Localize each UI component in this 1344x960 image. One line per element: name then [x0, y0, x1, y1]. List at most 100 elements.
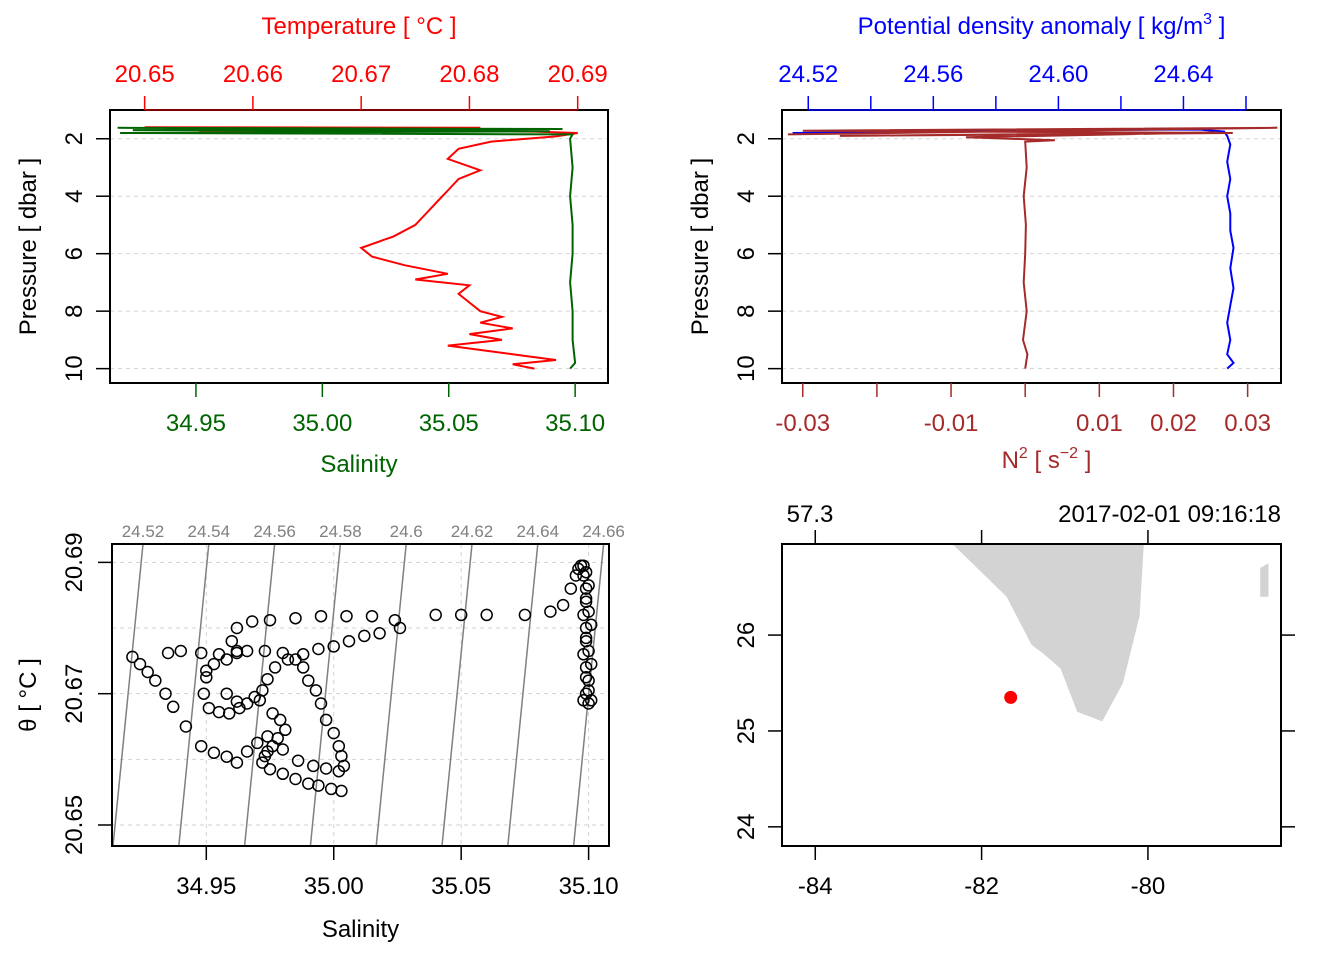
ts-point [159, 687, 172, 700]
ts-point [582, 684, 595, 697]
station-depth-label: 57.3 [787, 501, 834, 528]
ts-point [233, 701, 246, 715]
ts-point [544, 605, 557, 618]
n2-tick-label: -0.01 [924, 410, 979, 437]
ts-point [314, 609, 328, 623]
ts-point [149, 674, 162, 687]
latitude-tick-label: 25 [733, 718, 760, 745]
ts-point [279, 723, 292, 737]
n2-axis-title: N2 [ s−2 ] [1002, 445, 1092, 474]
temperature-axis-title: Temperature [ °C ] [262, 13, 457, 40]
land-polygon [1260, 563, 1269, 597]
ts-point [230, 621, 244, 635]
ts-point [319, 713, 333, 727]
ts-point [133, 657, 147, 671]
temp-tick-label: 20.67 [331, 61, 391, 88]
ts-point [222, 707, 236, 720]
ts-point [141, 665, 154, 679]
isopycnal-label: 24.56 [253, 522, 296, 541]
ts-point [309, 684, 323, 697]
pressure-tick-label: 2 [61, 132, 88, 145]
pressure-tick-label: 4 [61, 190, 88, 203]
ts-point [296, 648, 310, 661]
ts-point [296, 661, 310, 674]
density-tick-label: 24.52 [778, 61, 838, 88]
ts-point [200, 671, 213, 684]
isopycnal-line [309, 544, 342, 846]
ts-point [230, 695, 244, 708]
ts-point [373, 627, 386, 640]
isopycnal-label: 24.64 [517, 522, 560, 541]
latitude-tick-label: 26 [733, 622, 760, 649]
ts-point [579, 582, 593, 595]
isopycnal-label: 24.66 [582, 522, 625, 541]
ts-point [358, 629, 371, 643]
pressure-axis-title: Pressure [ dbar ] [15, 158, 42, 335]
ts-point [161, 646, 175, 660]
plot-frame [781, 543, 1282, 847]
ts-point [332, 739, 346, 753]
pressure-axis-title: Pressure [ dbar ] [687, 158, 714, 335]
ts-point [207, 657, 221, 671]
isopycnal-label: 24.58 [319, 522, 362, 541]
ts-point [324, 782, 338, 796]
ts-point [263, 762, 277, 776]
ts-point [194, 739, 208, 753]
pressure-tick-label: 2 [733, 132, 760, 145]
ts-point [307, 759, 320, 773]
ts-point [174, 644, 188, 658]
isopycnal-line [112, 544, 144, 846]
salinity-tick-label: 35.10 [559, 873, 619, 900]
isopycnal-label: 24.6 [390, 522, 423, 541]
ts-point [245, 615, 259, 628]
isopycnal-line [507, 544, 539, 846]
ts-point [319, 762, 333, 775]
ts-point [582, 579, 595, 592]
ts-point [335, 784, 348, 798]
ts-point [289, 772, 302, 786]
n2-tick-label: 0.03 [1224, 410, 1271, 437]
pressure-tick-label: 10 [61, 355, 88, 382]
ts-point [126, 650, 139, 664]
ts-point [220, 750, 233, 763]
ts-point [556, 598, 570, 612]
ts-diagram-panel: 24.52 24.54 24.56 24.58 24.6 24.62 24.64 24.66 3… [15, 522, 625, 943]
temp-tick-label: 20.69 [548, 61, 608, 88]
salinity-tick-label: 35.05 [431, 873, 491, 900]
ts-point [302, 777, 315, 790]
ts-point [429, 608, 442, 622]
plot-frame [781, 109, 1282, 384]
ts-point [179, 720, 193, 733]
ts-point [291, 754, 305, 767]
salinity-tick-label: 34.95 [166, 410, 226, 437]
station-map-panel: -84 -82 -80 24 25 26 57.3 2017-02-01 09:16:18 [733, 501, 1295, 900]
ts-point [268, 661, 282, 674]
ts-point [289, 611, 302, 625]
land-group [952, 544, 1269, 722]
ts-point [194, 646, 208, 660]
ts-point [220, 687, 233, 700]
n2-line [787, 126, 1278, 369]
isopycnal-label: 24.62 [451, 522, 494, 541]
ts-point [207, 746, 221, 760]
isopycnal-line [441, 544, 473, 846]
ts-point [271, 732, 284, 745]
ts-point [225, 634, 239, 648]
density-tick-label: 24.64 [1153, 61, 1213, 88]
isopycnal-label: 24.54 [188, 522, 231, 541]
station-time-label: 2017-02-01 09:16:18 [1058, 501, 1281, 528]
theta-tick-label: 20.67 [61, 664, 88, 724]
ts-point [327, 640, 340, 653]
ts-point [251, 736, 264, 750]
ts-point [220, 653, 233, 666]
ts-point [261, 672, 274, 686]
ts-point [197, 687, 211, 700]
ts-point [230, 644, 244, 658]
ts-point [312, 779, 325, 792]
ts-point [258, 749, 272, 763]
ts-point [579, 592, 593, 605]
theta-tick-label: 20.65 [61, 795, 88, 855]
isopycnal-line [375, 544, 407, 846]
plot-frame [109, 109, 609, 384]
